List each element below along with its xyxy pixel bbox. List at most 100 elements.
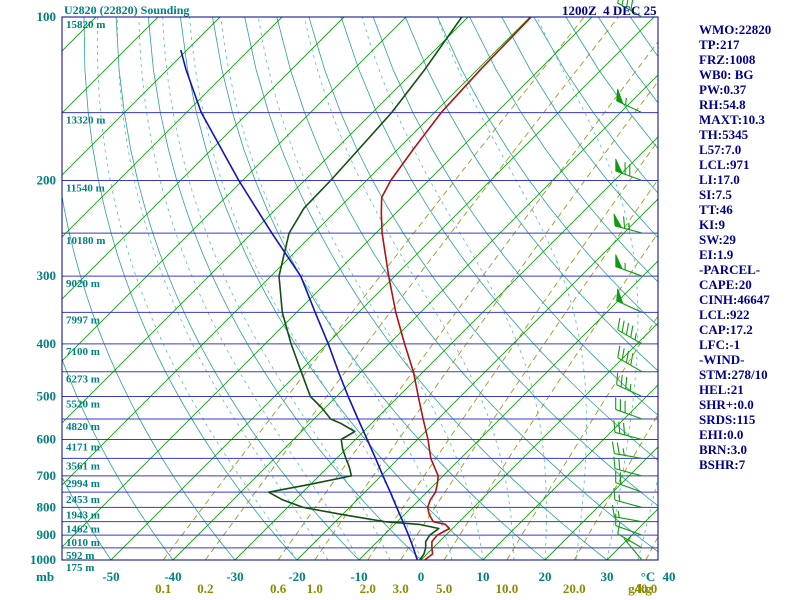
- panel-line: -WIND-: [699, 352, 745, 367]
- height-label: 175 m: [66, 562, 94, 574]
- pressure-tick-label: 700: [37, 468, 57, 483]
- wind-barb: [615, 254, 643, 277]
- plot-border: [61, 16, 659, 561]
- dry-adiabats: [62, 17, 658, 560]
- wind-barb: [617, 521, 643, 549]
- wind-barb: [616, 372, 643, 398]
- panel-line: CAPE:20: [699, 277, 752, 292]
- panel-line: TH:5345: [699, 127, 749, 142]
- height-label: 7100 m: [66, 346, 100, 358]
- temp-tick-label: -20: [288, 569, 305, 584]
- panel-line: KI:9: [699, 217, 725, 232]
- wind-barb: [611, 504, 643, 523]
- wind-barb: [613, 456, 643, 477]
- panel-line: SI:7.5: [699, 187, 732, 202]
- temp-tick-label: -50: [102, 569, 119, 584]
- mixing-ratio-tick-label: 3.0: [393, 581, 409, 596]
- panel-line: LFC:-1: [699, 337, 741, 352]
- height-label: 4820 m: [66, 421, 100, 433]
- mixing-ratio-tick-label: 1.0: [307, 581, 323, 596]
- pressure-tick-label: 100: [37, 9, 57, 24]
- axis-labels: 100 200 300 400 500 600 700 800 900 1000 mb 15820 m…: [30, 9, 676, 596]
- isotherms: [62, 17, 658, 560]
- height-label: 592 m: [66, 550, 94, 562]
- wind-barb: [623, 536, 643, 561]
- height-label: 9020 m: [66, 278, 100, 290]
- height-label: 2453 m: [66, 494, 100, 506]
- wind-barb: [616, 88, 643, 114]
- pressure-unit-label: mb: [36, 569, 54, 584]
- mixing-ratio-tick-label: 0.6: [270, 581, 287, 596]
- mixing-ratio-tick-label: 40.0: [635, 581, 658, 596]
- panel-line: BRN:3.0: [699, 442, 748, 457]
- height-label: 3561 m: [66, 460, 100, 472]
- wind-barb: [615, 397, 643, 420]
- wind-barb: [613, 213, 643, 234]
- wind-barb: [615, 158, 643, 181]
- mixing-ratio-tick-label: 10.0: [496, 581, 519, 596]
- panel-line: FRZ:1008: [699, 52, 756, 67]
- panel-line: CINH:46647: [699, 292, 770, 307]
- page-title: U2820 (22820) Sounding: [64, 3, 190, 17]
- background-grid: [62, 17, 658, 560]
- pressure-tick-label: 200: [37, 172, 57, 187]
- pressure-tick-label: 900: [37, 527, 57, 542]
- mixing-ratio-tick-label: 20.0: [563, 581, 586, 596]
- wind-barb: [617, 0, 643, 18]
- panel-line: SHR+:0.0: [699, 397, 754, 412]
- height-label: 15820 m: [66, 19, 105, 31]
- pressure-tick-label: 400: [37, 336, 57, 351]
- mixing-ratio-unit-label: g/kg: [628, 581, 652, 596]
- wind-barb: [611, 441, 643, 459]
- height-label: 1943 m: [66, 509, 100, 521]
- temp-tick-label: -10: [350, 569, 367, 584]
- panel-line: PW:0.37: [699, 82, 747, 97]
- panel-line: TT:46: [699, 202, 733, 217]
- panel-line: SW:29: [699, 232, 736, 247]
- wind-barbs: [611, 0, 643, 561]
- wind-barb: [617, 318, 643, 345]
- panel-line: CAP:17.2: [699, 322, 753, 337]
- panel-line: LCL:971: [699, 157, 750, 172]
- temp-tick-label: 10: [477, 569, 490, 584]
- height-label: 11540 m: [66, 182, 105, 194]
- wind-barb: [613, 420, 643, 441]
- panel-line: TP:217: [699, 37, 740, 52]
- pressure-tick-label: 500: [37, 389, 57, 404]
- panel-line: EI:1.9: [699, 247, 734, 262]
- mixing-ratio-tick-label: 2.0: [360, 581, 376, 596]
- panel-line: WMO:22820: [699, 22, 772, 37]
- temp-tick-label: -30: [226, 569, 243, 584]
- datetime-label: 1200Z 4 DEC 25: [562, 3, 657, 18]
- wind-barb: [615, 470, 643, 493]
- wind-barb: [615, 513, 643, 536]
- wind-barb: [617, 345, 643, 373]
- mixing-ratio-tick-label: 0.1: [155, 581, 171, 596]
- isobars: [62, 17, 658, 560]
- height-label: 2994 m: [66, 478, 100, 490]
- traces: [180, 17, 532, 560]
- height-label: 5520 m: [66, 399, 100, 411]
- temp-tick-label: -40: [164, 569, 181, 584]
- pressure-tick-label: 1000: [30, 552, 56, 567]
- parcel-trace: [180, 49, 419, 560]
- panel-line: HEL:21: [699, 382, 744, 397]
- panel-line: -PARCEL-: [699, 262, 761, 277]
- panel-line: LCL:922: [699, 307, 750, 322]
- height-label: 1462 m: [66, 524, 100, 536]
- mixing-ratio-tick-label: 5.0: [436, 581, 452, 596]
- indices-panel: WMO:22820 TP:217 FRZ:1008 WB0: BG PW:0.37 RH:…: [699, 22, 771, 472]
- temp-tick-label: 40: [663, 569, 676, 584]
- panel-line: WB0: BG: [699, 67, 754, 82]
- pressure-tick-label: 800: [37, 499, 57, 514]
- height-label: 7997 m: [66, 314, 100, 326]
- pressure-tick-label: 300: [37, 268, 57, 283]
- wind-barb: [616, 288, 643, 313]
- height-label: 10180 m: [66, 235, 105, 247]
- pressure-tick-label: 600: [37, 432, 57, 447]
- panel-line: L57:7.0: [699, 142, 742, 157]
- panel-line: RH:54.8: [699, 97, 746, 112]
- panel-line: MAXT:10.3: [699, 112, 765, 127]
